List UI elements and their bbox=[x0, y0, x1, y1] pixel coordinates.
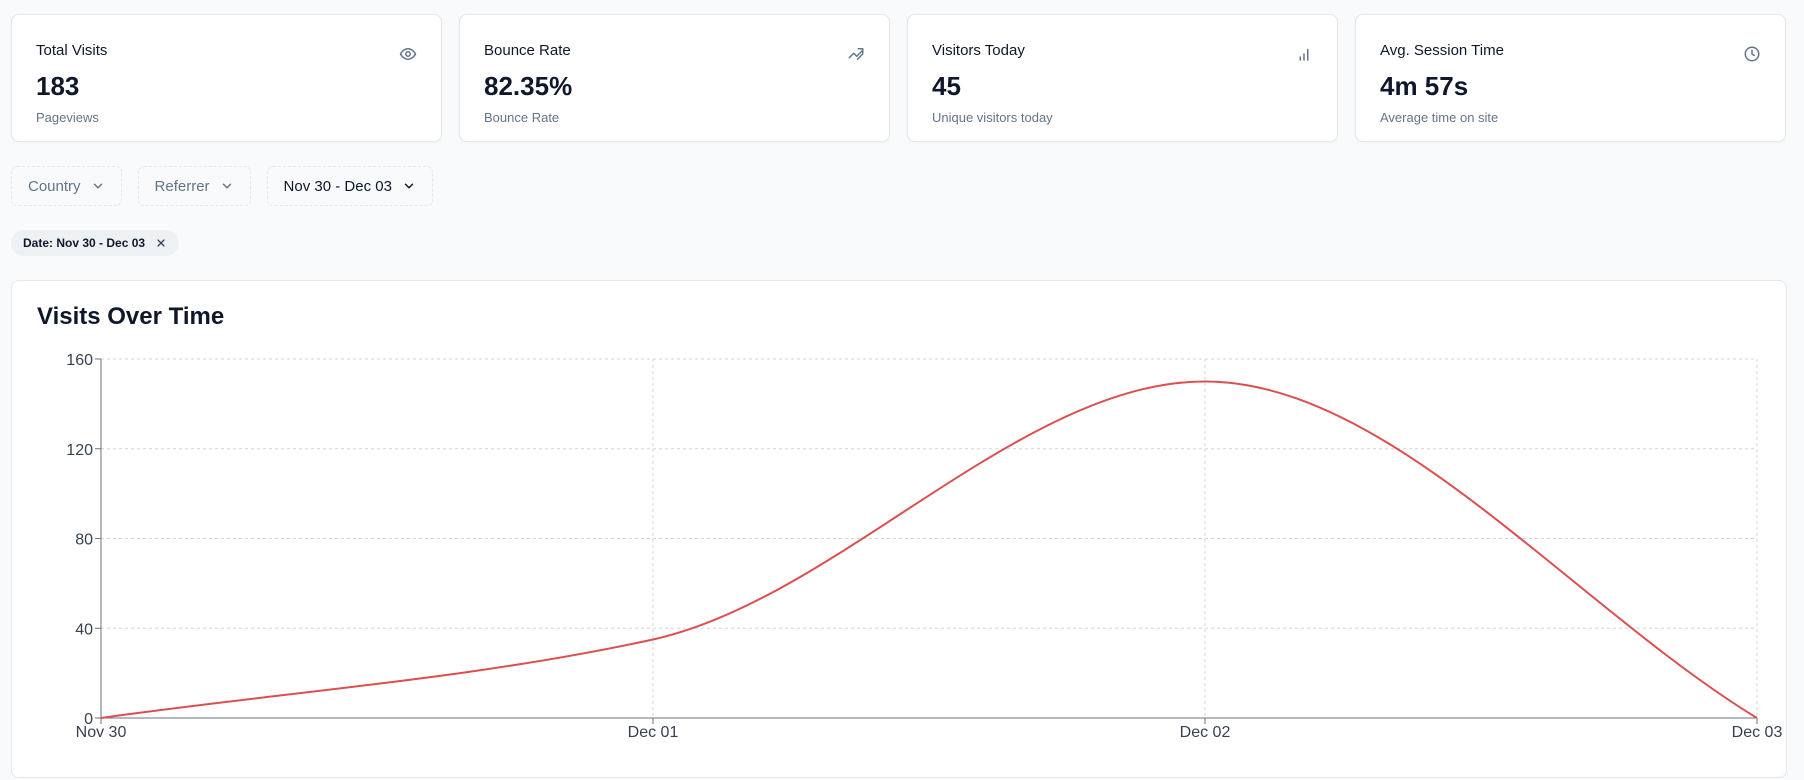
x-tick-label: Nov 30 bbox=[76, 724, 127, 741]
country-filter-dropdown[interactable]: Country bbox=[11, 166, 122, 206]
y-tick-label: 160 bbox=[66, 352, 93, 369]
eye-icon bbox=[399, 48, 417, 60]
remove-filter-button[interactable] bbox=[155, 237, 167, 249]
x-tick-label: Dec 01 bbox=[628, 724, 679, 741]
chevron-down-icon bbox=[93, 183, 102, 189]
stat-card-total-visits: Total Visits 183 Pageviews bbox=[11, 14, 442, 142]
stat-title: Visitors Today bbox=[932, 42, 1025, 59]
stat-card-visitors-today: Visitors Today 45 Unique visitors today bbox=[907, 14, 1338, 142]
stat-card-avg-session: Avg. Session Time 4m 57s Average time on… bbox=[1355, 14, 1786, 142]
chevron-down-icon bbox=[222, 183, 231, 189]
y-tick-label: 40 bbox=[75, 621, 93, 638]
active-filter-chip: Date: Nov 30 - Dec 03 bbox=[11, 230, 180, 256]
stat-value: 82.35% bbox=[484, 71, 573, 101]
stat-value: 4m 57s bbox=[1380, 71, 1469, 101]
date-range-label: Nov 30 - Dec 03 bbox=[283, 177, 392, 195]
trend-arrow-icon bbox=[848, 48, 864, 60]
date-range-dropdown[interactable]: Nov 30 - Dec 03 bbox=[266, 166, 433, 206]
country-filter-label: Country bbox=[28, 177, 81, 195]
stat-value: 183 bbox=[36, 71, 80, 101]
visits-series-line bbox=[100, 380, 1758, 719]
stat-subtitle: Average time on site bbox=[1380, 110, 1499, 125]
stat-subtitle: Pageviews bbox=[36, 110, 99, 125]
visits-chart-card: Visits Over Time 0 40 80 120 160 Nov 30 Dec 01… bbox=[11, 280, 1787, 778]
visits-line-chart: 0 40 80 120 160 Nov 30 Dec 01 Dec 02 Dec 03 bbox=[66, 352, 1783, 741]
stat-card-bounce-rate: Bounce Rate 82.35% Bounce Rate bbox=[459, 14, 890, 142]
x-tick-label: Dec 03 bbox=[1732, 724, 1783, 741]
filter-bar: Country Referrer Nov 30 - Dec 03 bbox=[11, 166, 433, 206]
stat-subtitle: Bounce Rate bbox=[484, 110, 560, 125]
active-filter-label: Date: Nov 30 - Dec 03 bbox=[23, 236, 146, 250]
referrer-filter-label: Referrer bbox=[154, 177, 210, 195]
chart-title: Visits Over Time bbox=[37, 303, 225, 330]
clock-icon bbox=[1744, 46, 1760, 62]
y-tick-label: 120 bbox=[66, 442, 93, 459]
stat-title: Avg. Session Time bbox=[1380, 42, 1504, 59]
bar-chart-icon bbox=[1299, 48, 1309, 61]
stat-title: Bounce Rate bbox=[484, 42, 571, 59]
close-icon bbox=[157, 239, 165, 247]
x-tick-label: Dec 02 bbox=[1180, 724, 1231, 741]
stat-subtitle: Unique visitors today bbox=[932, 110, 1053, 125]
referrer-filter-dropdown[interactable]: Referrer bbox=[137, 166, 251, 206]
y-tick-label: 80 bbox=[75, 532, 93, 549]
stat-value: 45 bbox=[932, 71, 961, 101]
chevron-down-icon bbox=[404, 183, 414, 189]
stat-cards: Total Visits 183 Pageviews Bounce Rate 8… bbox=[11, 14, 1786, 142]
stat-title: Total Visits bbox=[36, 42, 108, 59]
y-tick-label: 0 bbox=[84, 711, 93, 728]
